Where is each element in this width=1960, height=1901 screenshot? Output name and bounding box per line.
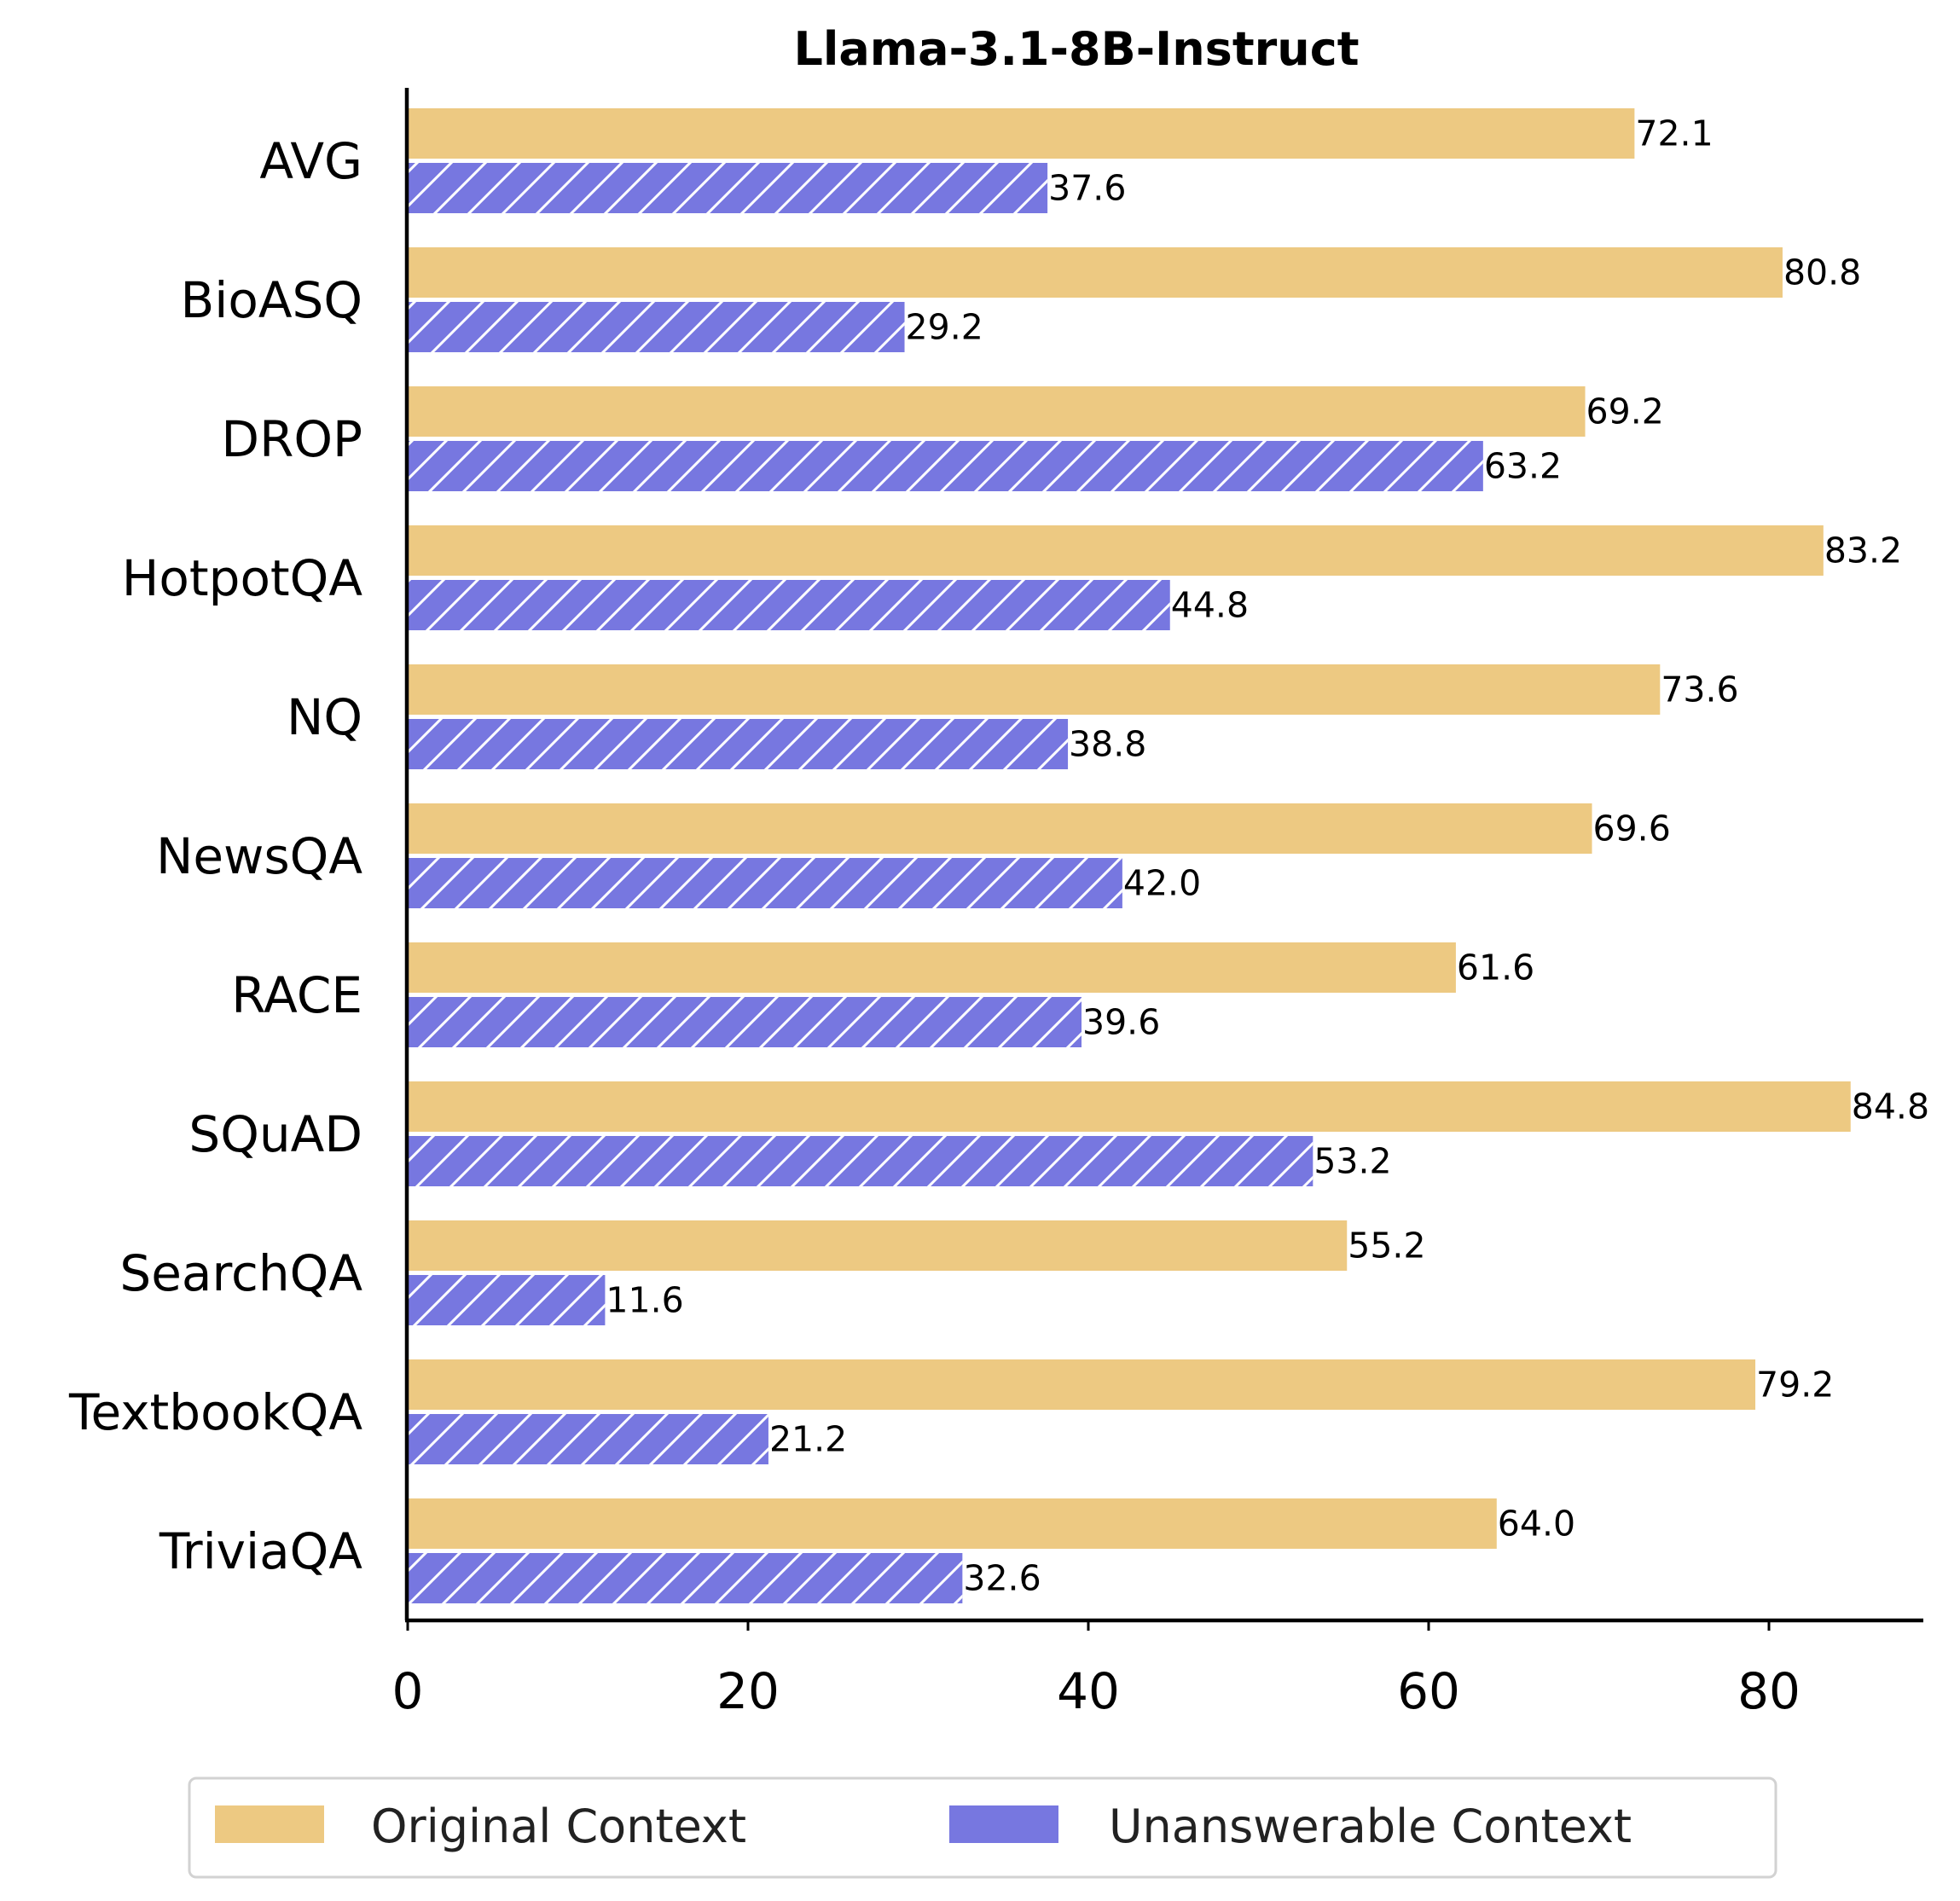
data-label-unanswerable-bioasq: 29.2 — [906, 307, 983, 348]
y-tick-label-race: RACE — [231, 966, 362, 1024]
bar-hatch-unanswerable-drop — [408, 441, 1483, 491]
x-tick-label-60: 60 — [1397, 1662, 1460, 1720]
bar-original-hotpotqa — [408, 525, 1824, 576]
bar-hatch-unanswerable-textbookqa — [408, 1414, 768, 1464]
data-label-unanswerable-searchqa: 11.6 — [606, 1280, 683, 1321]
x-tick-label-80: 80 — [1737, 1662, 1801, 1720]
x-tick-label-0: 0 — [392, 1662, 424, 1720]
y-tick-label-avg: AVG — [259, 132, 362, 190]
data-label-original-squad: 84.8 — [1852, 1087, 1929, 1127]
legend-swatch-original — [215, 1805, 324, 1843]
bar-original-bioasq — [408, 247, 1783, 298]
x-tick-label-40: 40 — [1057, 1662, 1120, 1720]
legend-label-unanswerable: Unanswerable Context — [1109, 1800, 1632, 1853]
x-ticks: 0 20 40 60 80 — [392, 1620, 1801, 1720]
data-label-original-newsqa: 69.6 — [1593, 809, 1671, 849]
y-tick-label-bioasq: BioASQ — [180, 271, 362, 329]
bar-original-nq — [408, 664, 1661, 715]
data-label-unanswerable-drop: 63.2 — [1484, 446, 1562, 487]
data-label-unanswerable-nq: 38.8 — [1069, 724, 1146, 765]
y-tick-label-hotpotqa: HotpotQA — [122, 549, 363, 607]
x-tick-label-20: 20 — [716, 1662, 780, 1720]
data-label-original-race: 61.6 — [1457, 948, 1534, 988]
data-label-unanswerable-hotpotqa: 44.8 — [1171, 585, 1249, 626]
data-label-original-triviaqa: 64.0 — [1498, 1504, 1575, 1545]
chart-title: Llama-3.1-8B-Instruct — [793, 22, 1359, 76]
bar-hatch-unanswerable-avg — [408, 163, 1048, 213]
y-tick-labels: AVG BioASQ DROP HotpotQA NQ NewsQA RACE SQuAD Se… — [68, 132, 362, 1580]
y-tick-label-drop: DROP — [221, 410, 362, 468]
data-label-original-nq: 73.6 — [1661, 669, 1738, 710]
bar-original-drop — [408, 386, 1586, 437]
bar-original-searchqa — [408, 1220, 1348, 1271]
legend-label-original: Original Context — [371, 1800, 746, 1853]
data-label-original-searchqa: 55.2 — [1348, 1226, 1425, 1266]
data-label-unanswerable-triviaqa: 32.6 — [963, 1558, 1041, 1599]
data-label-unanswerable-squad: 53.2 — [1313, 1141, 1391, 1182]
data-label-unanswerable-race: 39.6 — [1082, 1002, 1160, 1043]
legend-swatch-unanswerable — [949, 1805, 1058, 1843]
bar-hatch-unanswerable-nq — [408, 719, 1069, 769]
data-label-original-textbookqa: 79.2 — [1756, 1365, 1834, 1405]
y-tick-label-squad: SQuAD — [188, 1105, 362, 1163]
bar-original-squad — [408, 1081, 1851, 1132]
y-tick-label-nq: NQ — [287, 688, 362, 746]
bar-original-race — [408, 942, 1456, 993]
bar-hatch-unanswerable-hotpotqa — [408, 580, 1170, 630]
y-tick-label-searchqa: SearchQA — [119, 1244, 362, 1302]
bar-original-triviaqa — [408, 1498, 1497, 1549]
bar-original-newsqa — [408, 803, 1592, 854]
data-label-unanswerable-textbookqa: 21.2 — [769, 1419, 847, 1460]
data-label-original-hotpotqa: 83.2 — [1824, 530, 1902, 571]
legend: Original Context Unanswerable Context — [188, 1776, 1777, 1879]
bar-original-avg — [408, 108, 1635, 159]
bar-hatch-unanswerable-race — [408, 997, 1082, 1047]
bar-hatch-unanswerable-triviaqa — [408, 1553, 963, 1603]
data-label-unanswerable-newsqa: 42.0 — [1123, 863, 1201, 904]
data-label-unanswerable-avg: 37.6 — [1048, 168, 1126, 209]
y-tick-label-newsqa: NewsQA — [156, 827, 362, 885]
bar-hatch-unanswerable-bioasq — [408, 302, 905, 352]
bar-hatch-unanswerable-searchqa — [408, 1275, 606, 1325]
y-tick-label-triviaqa: TriviaQA — [159, 1522, 362, 1580]
bar-hatch-unanswerable-squad — [408, 1136, 1313, 1186]
bars-group: 72.1 37.6 80.8 29.2 69.2 63.2 83.2 44.8 73.6 38.8… — [408, 108, 1929, 1603]
data-label-original-avg: 72.1 — [1635, 113, 1713, 154]
data-label-original-bioasq: 80.8 — [1783, 252, 1861, 293]
bar-hatch-unanswerable-newsqa — [408, 858, 1122, 908]
data-label-original-drop: 69.2 — [1586, 391, 1664, 432]
y-tick-label-textbookqa: TextbookQA — [68, 1383, 362, 1441]
bar-original-textbookqa — [408, 1359, 1756, 1410]
